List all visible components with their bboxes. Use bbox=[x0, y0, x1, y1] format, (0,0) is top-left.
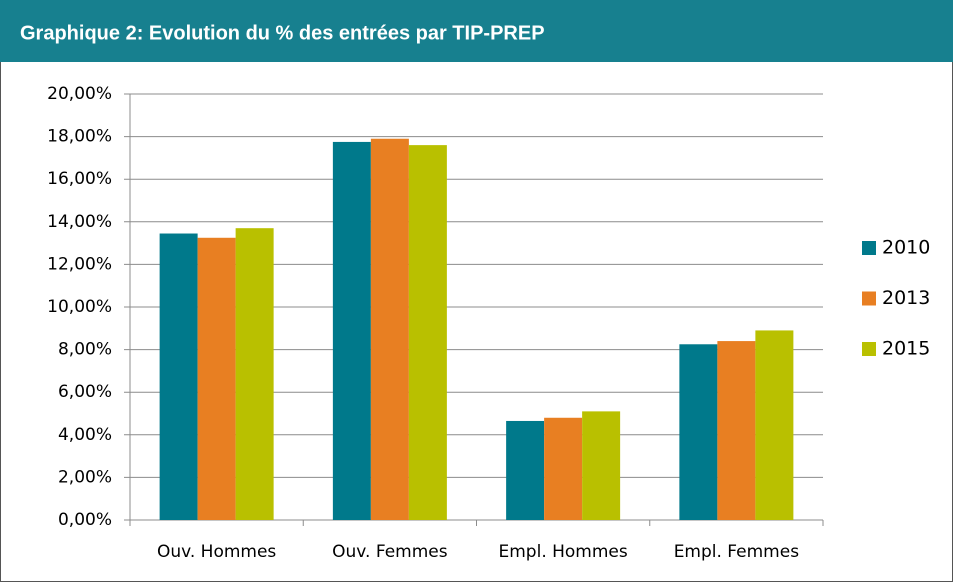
bar bbox=[506, 420, 545, 520]
bar bbox=[717, 341, 756, 520]
legend-label: 2013 bbox=[882, 287, 930, 309]
bar bbox=[332, 141, 371, 521]
y-tick-label: 12,00% bbox=[47, 254, 112, 274]
bar bbox=[755, 330, 794, 520]
y-tick-label: 14,00% bbox=[47, 212, 112, 232]
x-tick-label: Empl. Femmes bbox=[674, 542, 800, 562]
y-tick-label: 10,00% bbox=[47, 297, 112, 317]
y-tick-label: 6,00% bbox=[58, 382, 112, 402]
bar bbox=[235, 228, 274, 520]
x-tick-label: Ouv. Femmes bbox=[332, 542, 448, 562]
y-tick-label: 0,00% bbox=[58, 510, 112, 530]
header-bar bbox=[0, 0, 953, 62]
legend-swatch bbox=[862, 291, 876, 306]
bar bbox=[679, 344, 718, 520]
x-tick-label: Ouv. Hommes bbox=[157, 542, 276, 562]
bar bbox=[408, 145, 447, 520]
legend-swatch bbox=[862, 241, 876, 255]
legend-label: 2015 bbox=[882, 338, 930, 360]
y-tick-label: 16,00% bbox=[47, 169, 112, 189]
bar bbox=[197, 237, 236, 520]
bar bbox=[370, 138, 409, 521]
y-tick-label: 2,00% bbox=[58, 467, 112, 487]
y-tick-label: 18,00% bbox=[47, 127, 112, 147]
legend-label: 2010 bbox=[882, 237, 930, 259]
legend-swatch bbox=[862, 342, 876, 356]
chart-title: Graphique 2: Evolution du % des entrées … bbox=[20, 22, 545, 44]
y-tick-label: 4,00% bbox=[58, 425, 112, 445]
x-tick-label: Empl. Hommes bbox=[499, 542, 628, 562]
y-tick-label: 20,00% bbox=[47, 84, 112, 104]
bar bbox=[159, 233, 198, 520]
bar bbox=[544, 417, 583, 520]
y-tick-label: 8,00% bbox=[58, 340, 112, 360]
bar bbox=[582, 411, 621, 520]
